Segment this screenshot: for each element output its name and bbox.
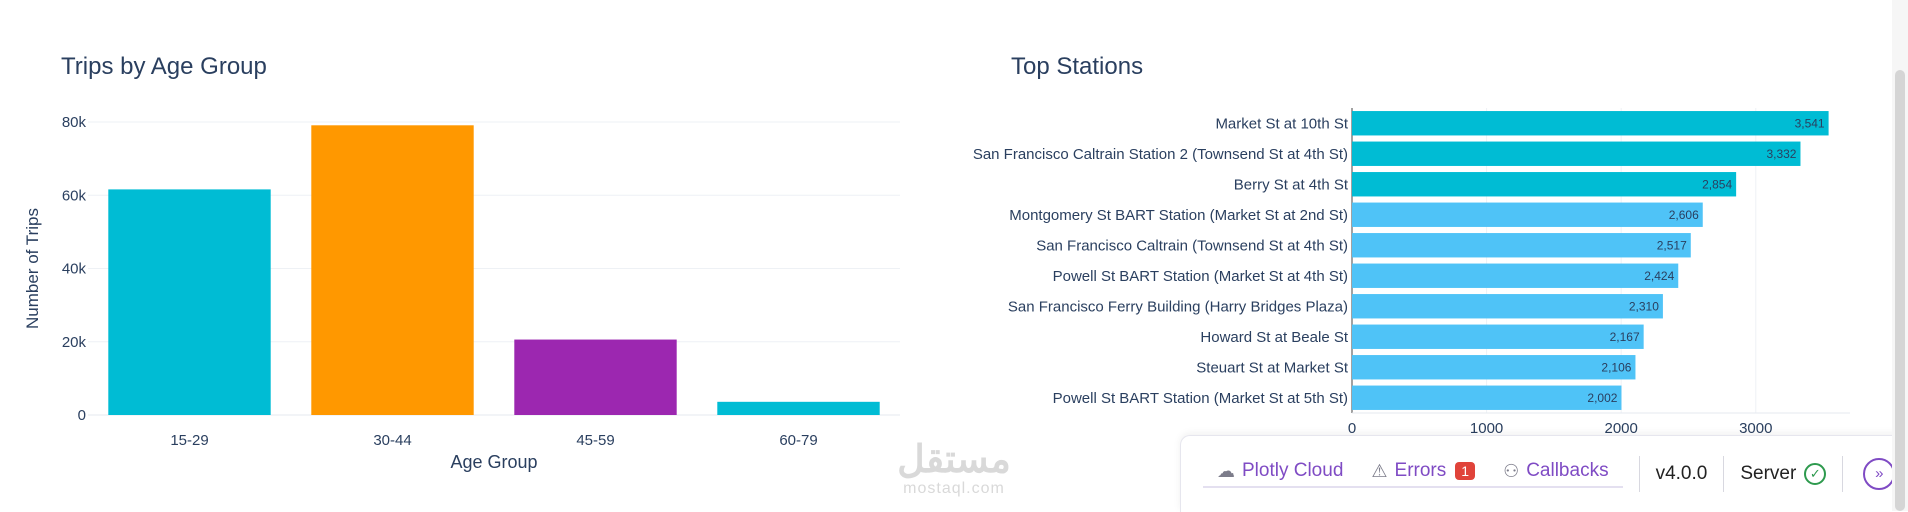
bar-station: [1352, 355, 1636, 380]
devtools-actions: ☁ Plotly Cloud ⚠ Errors 1 ⚇ Callbacks: [1203, 460, 1623, 488]
x-tick-label: 0: [1348, 420, 1356, 437]
plotly-cloud-label: Plotly Cloud: [1242, 460, 1344, 481]
y-tick-label: 0: [78, 407, 86, 424]
age-group-chart: 0 20k 40k 60k 80k 15-29 30-44 45-59 60-79 Age Gro…: [23, 114, 900, 472]
x-tick-label: 2000: [1605, 420, 1638, 437]
bar-station: [1352, 111, 1829, 136]
top-stations-chart: 0 1000 2000 3000 3,541 Market St at 10th St 3,…: [973, 108, 1850, 437]
bar-value-label: 2,002: [1587, 391, 1617, 405]
callbacks-button[interactable]: ⚇ Callbacks: [1489, 460, 1623, 482]
bar-value-label: 2,310: [1629, 299, 1659, 313]
y-tick-label: Howard St at Beale St: [1200, 329, 1348, 346]
bar-value-label: 2,854: [1702, 177, 1732, 191]
divider: [1842, 456, 1844, 492]
server-status[interactable]: Server ✓: [1740, 463, 1827, 485]
bar-value-label: 2,606: [1669, 208, 1699, 222]
server-label: Server: [1740, 463, 1797, 484]
x-tick-label: 45-59: [576, 432, 614, 449]
bar-station: [1352, 263, 1679, 288]
divider: [1638, 456, 1640, 492]
divider: [1723, 456, 1725, 492]
version-label: v4.0.0: [1655, 463, 1708, 484]
x-tick-label: 60-79: [779, 432, 817, 449]
callbacks-label: Callbacks: [1526, 460, 1609, 481]
y-tick-label: Berry St at 4th St: [1234, 176, 1349, 193]
y-tick-label: 20k: [62, 334, 87, 351]
cloud-off-icon: ☁: [1217, 460, 1235, 481]
bar-value-label: 2,106: [1601, 360, 1631, 374]
bar-station: [1352, 172, 1737, 197]
chevron-right-icon[interactable]: »: [1863, 458, 1896, 490]
errors-count-badge: 1: [1455, 462, 1476, 480]
stations-chart-title: Top Stations: [1011, 53, 1144, 80]
x-tick-label: 15-29: [170, 432, 208, 449]
bar-value-label: 2,517: [1657, 238, 1687, 252]
bar-value-label: 2,167: [1610, 330, 1640, 344]
y-tick-label: Powell St BART Station (Market St at 4th…: [1053, 268, 1348, 285]
bar-30-44: [311, 125, 474, 415]
bar-value-label: 3,332: [1766, 147, 1796, 161]
y-tick-label: 40k: [62, 261, 87, 278]
graph-icon: ⚇: [1503, 460, 1520, 481]
y-tick-label: San Francisco Caltrain Station 2 (Townse…: [973, 146, 1348, 163]
bar-station: [1352, 202, 1703, 227]
x-axis-title: Age Group: [450, 452, 537, 472]
bar-value-label: 2,424: [1644, 269, 1674, 283]
x-tick-label: 30-44: [373, 432, 411, 449]
errors-label: Errors: [1394, 460, 1447, 481]
age-chart-title: Trips by Age Group: [61, 53, 267, 80]
bar-15-29: [108, 189, 271, 415]
y-axis-title: Number of Trips: [23, 208, 42, 329]
bar-station: [1352, 324, 1644, 349]
dash-devtools-bar: ☁ Plotly Cloud ⚠ Errors 1 ⚇ Callbacks v4…: [1180, 435, 1908, 512]
bar-60-79: [717, 401, 880, 415]
bar-value-label: 3,541: [1795, 116, 1825, 130]
bar-station: [1352, 141, 1801, 166]
scrollbar-thumb[interactable]: [1895, 70, 1905, 511]
x-tick-label: 1000: [1470, 420, 1503, 437]
bar-station: [1352, 233, 1691, 258]
bar-station: [1352, 385, 1622, 410]
bar-45-59: [514, 339, 677, 415]
y-tick-label: 80k: [62, 114, 87, 131]
y-tick-label: Powell St BART Station (Market St at 5th…: [1053, 390, 1348, 407]
plotly-cloud-button[interactable]: ☁ Plotly Cloud: [1203, 460, 1357, 482]
y-tick-label: San Francisco Caltrain (Townsend St at 4…: [1036, 237, 1348, 254]
y-tick-label: San Francisco Ferry Building (Harry Brid…: [1008, 298, 1348, 315]
check-circle-icon: ✓: [1804, 463, 1827, 485]
page-scrollbar[interactable]: [1892, 0, 1908, 511]
warning-icon: ⚠: [1371, 460, 1388, 481]
y-tick-label: 60k: [62, 187, 87, 204]
y-tick-label: Market St at 10th St: [1215, 115, 1348, 132]
errors-button[interactable]: ⚠ Errors 1: [1357, 460, 1489, 482]
bar-station: [1352, 294, 1663, 319]
y-tick-label: Steuart St at Market St: [1196, 359, 1349, 376]
x-tick-label: 3000: [1739, 420, 1772, 437]
y-tick-label: Montgomery St BART Station (Market St at…: [1009, 207, 1348, 224]
